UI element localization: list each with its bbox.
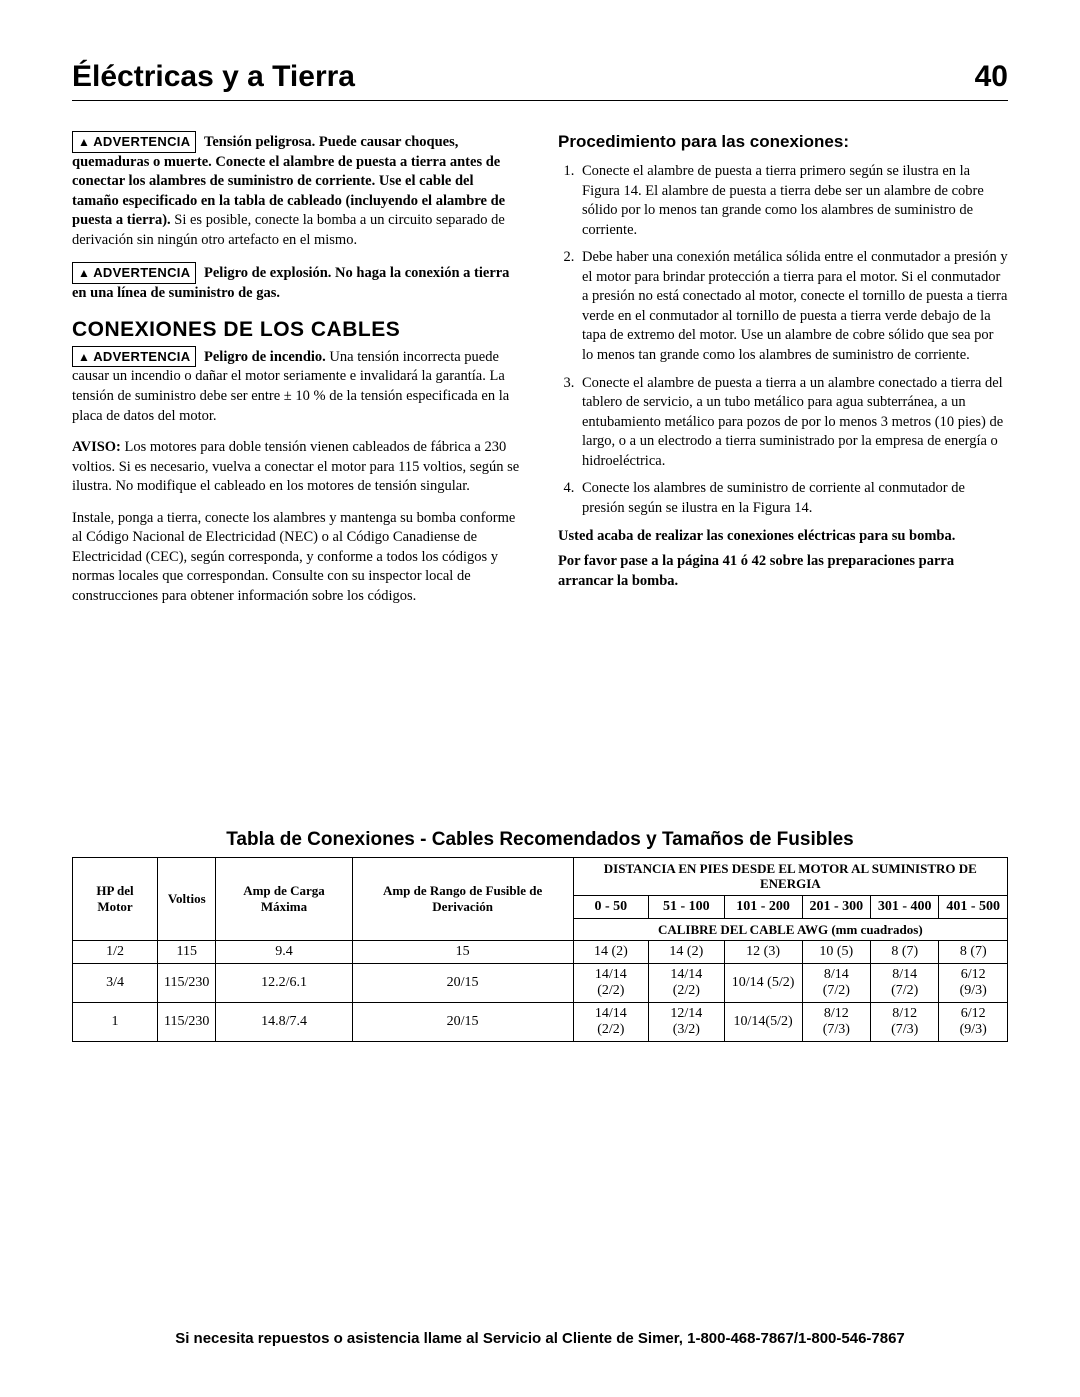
warning-label-box: ▲ADVERTENCIA	[72, 131, 196, 153]
warning-explosion: ▲ADVERTENCIA Peligro de explosión. No ha…	[72, 262, 522, 303]
table-section: Tabla de Conexiones - Cables Recomendado…	[72, 829, 1008, 1043]
install-paragraph: Instale, ponga a tierra, conecte los ala…	[72, 509, 522, 607]
table-cell: 6/12 (9/3)	[939, 964, 1008, 1003]
table-row: 3/4115/23012.2/6.120/1514/14 (2/2)14/14 …	[73, 964, 1008, 1003]
table-cell: 20/15	[352, 1003, 573, 1042]
table-cell: 3/4	[73, 964, 158, 1003]
table-title: Tabla de Conexiones - Cables Recomendado…	[72, 829, 1008, 851]
col-range: 401 - 500	[939, 895, 1008, 918]
table-cell: 15	[352, 941, 573, 964]
warning-label-box: ▲ADVERTENCIA	[72, 346, 196, 368]
table-cell: 8/12 (7/3)	[871, 1003, 939, 1042]
wiring-table: HP del Motor Voltios Amp de Carga Máxima…	[72, 857, 1008, 1043]
table-cell: 6/12 (9/3)	[939, 1003, 1008, 1042]
aviso-paragraph: AVISO: Los motores para doble tensión vi…	[72, 438, 522, 497]
table-cell: 14 (2)	[649, 941, 724, 964]
procedure-step: Conecte los alambres de suministro de co…	[578, 479, 1008, 518]
col-range: 101 - 200	[724, 895, 802, 918]
warning-fire-bold: Peligro de incendio.	[204, 349, 326, 365]
table-cell: 8/14 (7/2)	[802, 964, 870, 1003]
table-cell: 8/14 (7/2)	[871, 964, 939, 1003]
page-header: Éléctricas y a Tierra 40	[72, 60, 1008, 101]
col-range: 0 - 50	[573, 895, 648, 918]
table-cell: 115/230	[158, 1003, 216, 1042]
procedure-step: Conecte el alambre de puesta a tierra a …	[578, 374, 1008, 472]
procedure-step: Conecte el alambre de puesta a tierra pr…	[578, 162, 1008, 240]
page-title: Éléctricas y a Tierra	[72, 60, 355, 94]
warning-label-box: ▲ADVERTENCIA	[72, 262, 196, 284]
col-range: 201 - 300	[802, 895, 870, 918]
warning-triangle-icon: ▲	[78, 266, 90, 280]
table-row: 1115/23014.8/7.420/1514/14 (2/2)12/14 (3…	[73, 1003, 1008, 1042]
aviso-bold: AVISO:	[72, 439, 121, 455]
col-range: 51 - 100	[649, 895, 724, 918]
completion-note: Usted acaba de realizar las conexiones e…	[558, 527, 1008, 547]
warning-voltage: ▲ADVERTENCIA Tensión peligrosa. Puede ca…	[72, 131, 522, 250]
table-cell: 20/15	[352, 964, 573, 1003]
table-cell: 8 (7)	[939, 941, 1008, 964]
table-cell: 10/14(5/2)	[724, 1003, 802, 1042]
table-head: HP del Motor Voltios Amp de Carga Máxima…	[73, 857, 1008, 941]
warning-label-text: ADVERTENCIA	[93, 134, 190, 149]
aviso-rest: Los motores para doble tensión vienen ca…	[72, 439, 519, 494]
next-page-note: Por favor pase a la página 41 ó 42 sobre…	[558, 552, 1008, 591]
col-amp: Amp de Carga Máxima	[216, 857, 352, 941]
warning-label-text: ADVERTENCIA	[93, 265, 190, 280]
page-number: 40	[975, 60, 1008, 94]
two-column-body: ▲ADVERTENCIA Tensión peligrosa. Puede ca…	[72, 131, 1008, 619]
right-column: Procedimiento para las conexiones: Conec…	[558, 131, 1008, 619]
table-cell: 14/14 (2/2)	[573, 1003, 648, 1042]
warning-fire: ▲ADVERTENCIA Peligro de incendio. Una te…	[72, 346, 522, 426]
col-calibre: CALIBRE DEL CABLE AWG (mm cuadrados)	[573, 918, 1007, 941]
col-range: 301 - 400	[871, 895, 939, 918]
table-cell: 1	[73, 1003, 158, 1042]
table-body: 1/21159.41514 (2)14 (2)12 (3)10 (5)8 (7)…	[73, 941, 1008, 1042]
table-cell: 9.4	[216, 941, 352, 964]
warning-label-text: ADVERTENCIA	[93, 349, 190, 364]
procedure-step: Debe haber una conexión metálica sólida …	[578, 248, 1008, 365]
warning-triangle-icon: ▲	[78, 350, 90, 364]
table-cell: 12 (3)	[724, 941, 802, 964]
table-cell: 115	[158, 941, 216, 964]
table-row: HP del Motor Voltios Amp de Carga Máxima…	[73, 857, 1008, 895]
procedure-heading: Procedimiento para las conexiones:	[558, 131, 1008, 154]
table-cell: 1/2	[73, 941, 158, 964]
section-heading-conexiones: CONEXIONES DE LOS CABLES	[72, 316, 522, 344]
col-volt: Voltios	[158, 857, 216, 941]
col-hp: HP del Motor	[73, 857, 158, 941]
col-fuse: Amp de Rango de Fusible de Derivación	[352, 857, 573, 941]
col-distance: DISTANCIA EN PIES DESDE EL MOTOR AL SUMI…	[573, 857, 1007, 895]
table-cell: 8/12 (7/3)	[802, 1003, 870, 1042]
warning-triangle-icon: ▲	[78, 135, 90, 149]
table-cell: 115/230	[158, 964, 216, 1003]
procedure-list: Conecte el alambre de puesta a tierra pr…	[558, 162, 1008, 519]
table-cell: 12.2/6.1	[216, 964, 352, 1003]
table-cell: 10 (5)	[802, 941, 870, 964]
page-footer: Si necesita repuestos o asistencia llame…	[72, 1330, 1008, 1347]
table-cell: 14/14 (2/2)	[573, 964, 648, 1003]
table-row: 1/21159.41514 (2)14 (2)12 (3)10 (5)8 (7)…	[73, 941, 1008, 964]
table-cell: 14/14 (2/2)	[649, 964, 724, 1003]
table-cell: 14.8/7.4	[216, 1003, 352, 1042]
table-cell: 8 (7)	[871, 941, 939, 964]
table-cell: 10/14 (5/2)	[724, 964, 802, 1003]
left-column: ▲ADVERTENCIA Tensión peligrosa. Puede ca…	[72, 131, 522, 619]
table-cell: 14 (2)	[573, 941, 648, 964]
table-cell: 12/14 (3/2)	[649, 1003, 724, 1042]
